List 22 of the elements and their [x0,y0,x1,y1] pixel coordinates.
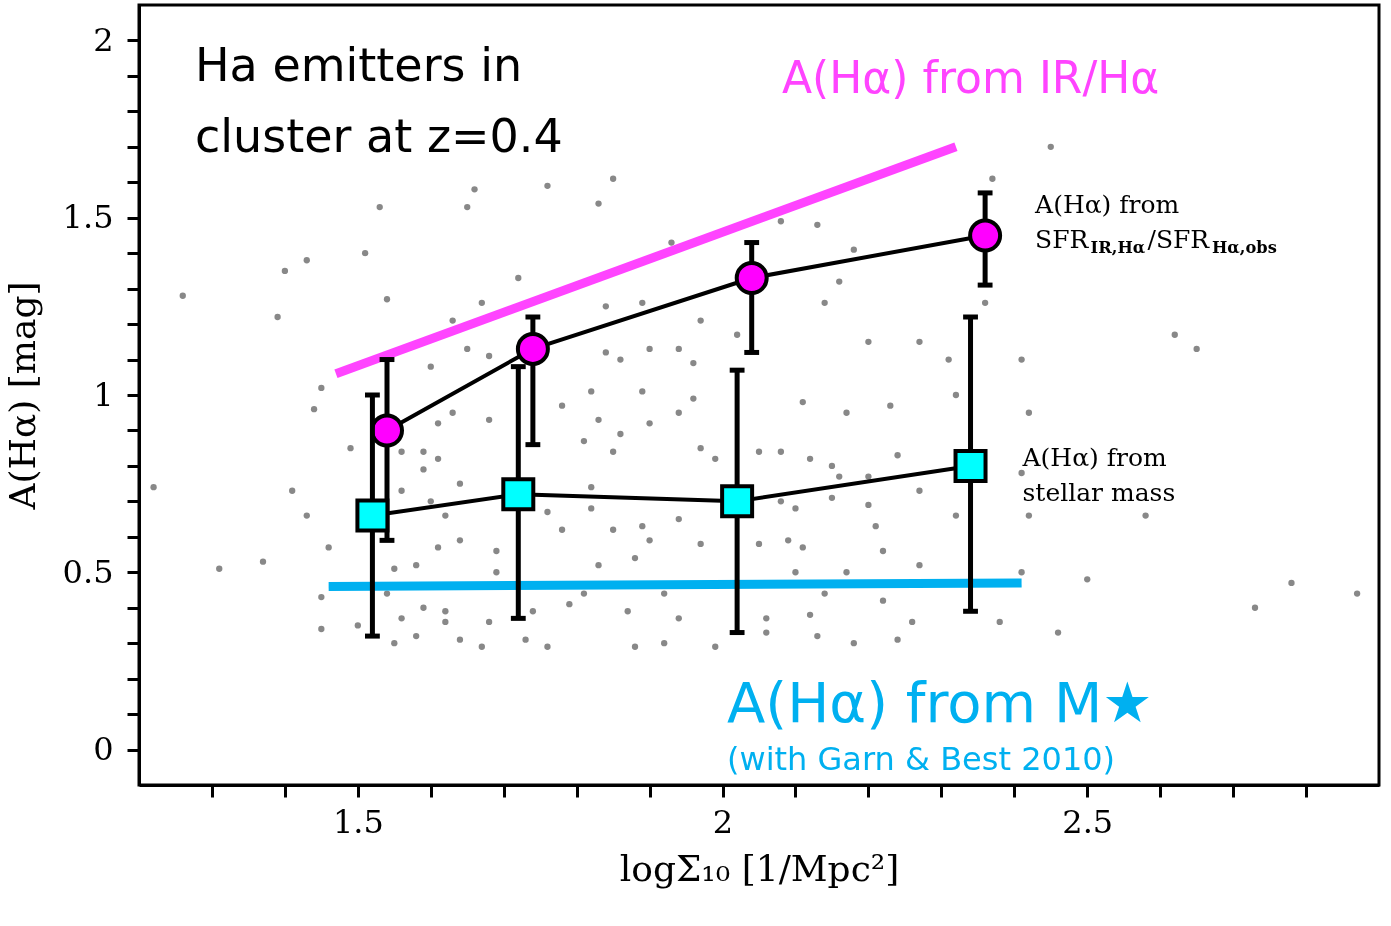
y-tick-label: 0 [93,730,114,769]
y-axis-title: A(Hα) [mag] [1,281,43,511]
point [953,448,988,483]
annotation: (with Garn & Best 2010) [727,740,1116,778]
series-label: A(Hα) from M★ [727,670,1153,735]
x-axis-title: logΣ₁₀ [1/Mpc²] [619,847,900,889]
series-label: A(Hα) from IR/Hα [782,52,1160,103]
y-tick-label: 1.5 [62,198,114,237]
y-tick-label: 0.5 [62,552,114,591]
x-tick-label: 2 [712,802,734,841]
y-tick-label: 1 [93,375,114,414]
point [720,484,755,519]
point [968,218,1003,253]
point [515,331,550,366]
x-tick-label: 2.5 [1062,802,1114,841]
y-tick-label: 2 [93,20,114,59]
point [355,498,390,533]
x-tick-label: 1.5 [332,802,384,841]
point [501,477,536,512]
point [734,261,769,295]
series-label: A(Hα) from stellar mass [1021,442,1176,507]
annotation: Ha emitters in cluster at z=0.4 [195,38,563,164]
